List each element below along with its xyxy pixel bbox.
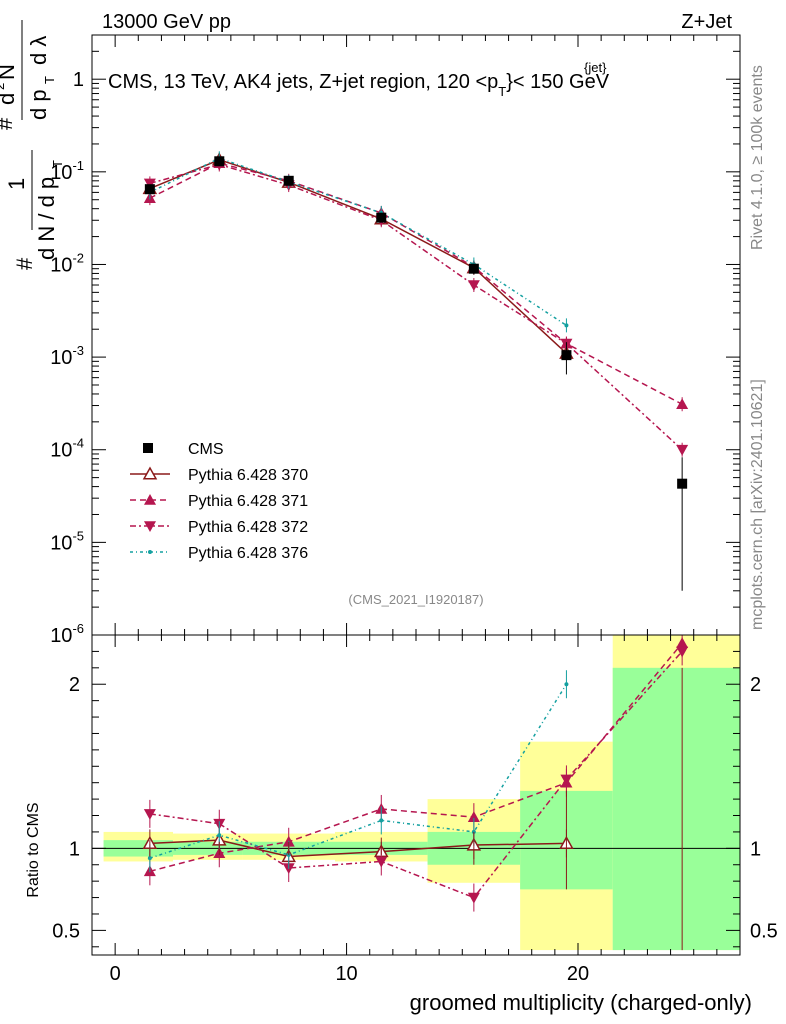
legend-label-3: Pythia 6.428 372 [188,519,308,536]
ratio-line-1 [149,839,567,858]
ratio-y-tick-label-right: 2 [750,674,761,696]
legend-marker-data [143,443,153,453]
data-point [376,212,387,223]
y-axis-label-main: # 1 d N / d p T # d 2 N d p T d λ [0,20,65,270]
legend-label-1: Pythia 6.428 370 [188,467,308,484]
series-line-1 [149,158,567,354]
svg-text:d: d [0,93,19,105]
ratio-marker-4 [379,818,384,823]
y-tick-label: 10-1 [50,158,84,184]
header-process-label: Z+Jet [681,11,732,33]
series-marker-2 [676,398,689,410]
svg-text:T: T [50,160,65,168]
ratio-marker-3 [143,809,156,820]
ratio-y-tick-label: 1 [69,838,80,860]
header-energy-label: 13000 GeV pp [102,11,231,33]
ratio-marker-4 [564,682,569,687]
ratio-marker-3 [560,774,573,786]
data-point [561,350,572,361]
y-tick-label: 10-2 [50,250,84,276]
y-axis-label-ratio: Ratio to CMS [25,802,42,897]
svg-text:d N / d p: d N / d p [34,177,59,260]
svg-text:2: 2 [0,83,7,90]
svg-text:d p: d p [26,89,51,120]
plot-title-main: CMS, 13 TeV, AK4 jets, Z+jet region, 120… [108,71,498,93]
side-label-mcplots: mcplots.cern.ch [arXiv:2401.10621] [749,379,766,630]
analysis-id: (CMS_2021_I1920187) [348,592,483,607]
data-point [144,184,155,195]
y-tick-label: 10-4 [50,436,84,462]
data-point [214,156,225,167]
plot-title: CMS, 13 TeV, AK4 jets, Z+jet region, 120… [108,60,610,99]
series-line-4 [149,157,567,327]
series-marker-3 [676,444,689,456]
legend-marker-4 [148,550,152,554]
data-point [283,175,294,186]
legend-label-2: Pythia 6.428 371 [188,493,308,510]
svg-text:T: T [42,76,57,84]
ratio-marker-4 [147,856,152,861]
data-point [677,478,688,489]
legend-marker-2 [144,494,156,505]
y-tick-label: 10-5 [50,528,84,554]
plot-title-sup: {jet} [584,60,607,75]
x-axis-label: groomed multiplicity (charged-only) [410,990,752,1015]
x-tick-label: 20 [567,963,589,985]
ratio-marker-3 [676,646,689,658]
y-tick-label: 1 [73,69,84,91]
svg-text:1: 1 [4,178,29,190]
svg-text:#: # [0,117,17,130]
data-point [468,263,479,274]
x-tick-label: 10 [335,963,357,985]
legend-marker-3 [144,521,156,532]
svg-text:d λ: d λ [26,36,51,65]
ratio-y-tick-label: 0.5 [52,920,80,942]
legend-marker-1 [142,466,158,480]
x-tick-label: 0 [110,963,121,985]
svg-text:N: N [0,64,19,80]
series-marker-3 [467,280,480,292]
y-tick-label: 10-6 [50,621,84,647]
ratio-marker-3 [375,856,388,868]
series-line-3 [149,163,683,451]
legend-label-4: Pythia 6.428 376 [188,545,308,562]
ratio-line-4 [149,683,568,859]
ratio-marker-3 [467,892,480,904]
ratio-y-tick-label: 2 [69,674,80,696]
side-label-rivet: Rivet 4.1.0, ≥ 100k events [749,65,766,250]
svg-text:CMS, 13 TeV, AK4 jets, Z+jet r: CMS, 13 TeV, AK4 jets, Z+jet region, 120… [108,71,610,99]
ratio-y-tick-label-right: 0.5 [750,920,778,942]
plot-title-end: }< 150 GeV [506,71,610,93]
ratio-y-tick-label-right: 1 [750,838,761,860]
series-marker-4 [564,323,569,328]
ratio-band-green [612,667,740,951]
ratio-marker-2 [467,811,480,822]
series-line-2 [149,162,683,405]
svg-text:#: # [12,257,37,270]
legend-label-data: CMS [188,441,224,458]
series-marker-3 [143,178,156,190]
y-tick-label: 10-3 [50,343,84,369]
plot-title-sub: T [498,84,506,99]
ratio-marker-4 [217,833,222,838]
